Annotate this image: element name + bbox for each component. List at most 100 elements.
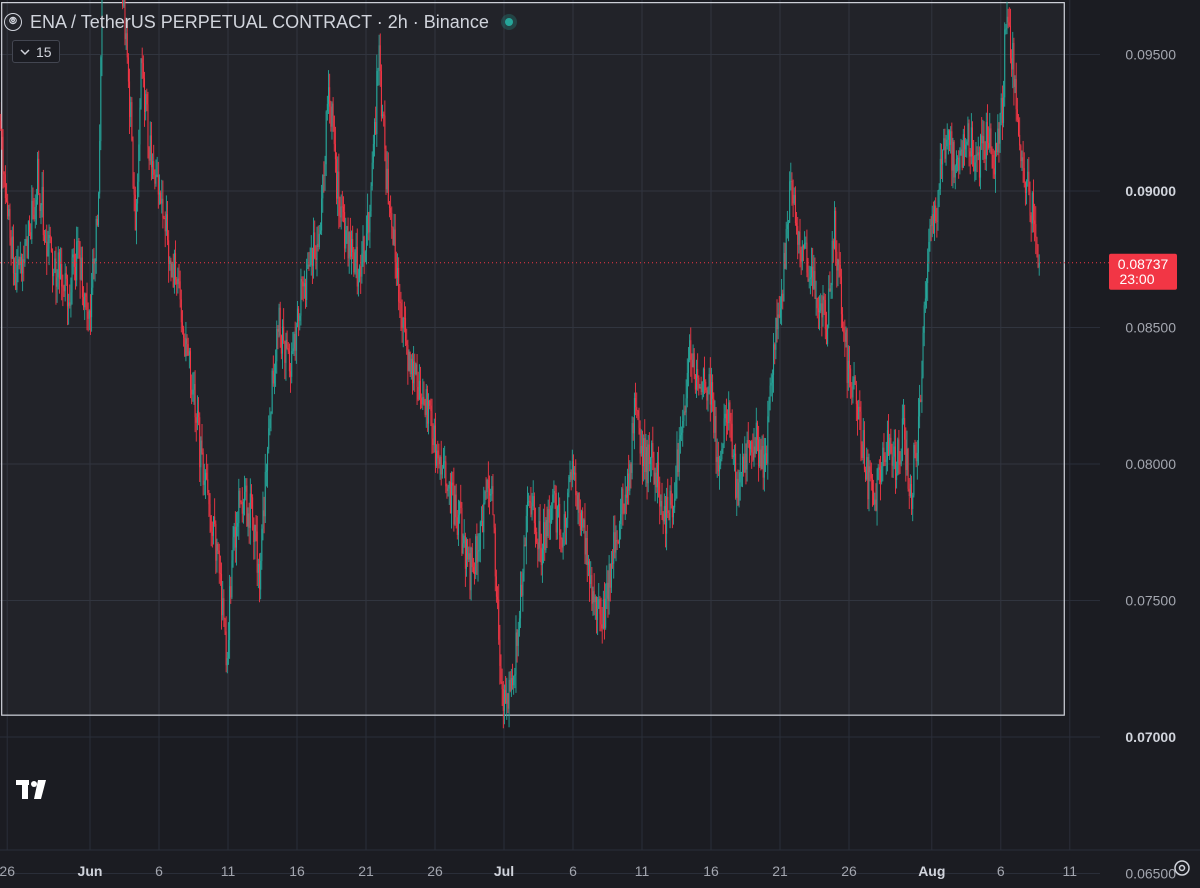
candle-body <box>57 252 59 278</box>
candle-body <box>223 598 225 619</box>
candle-body <box>736 478 738 498</box>
candle-body <box>724 413 726 419</box>
candle-body <box>967 123 969 142</box>
candle-body <box>714 415 716 433</box>
candle-body <box>900 460 902 465</box>
candle-body <box>88 310 90 319</box>
candle-body <box>224 618 226 632</box>
candle-body <box>124 0 126 40</box>
candle-body <box>988 143 990 148</box>
candle-body <box>440 456 442 475</box>
candle-body <box>976 154 978 156</box>
candle-body <box>75 266 77 281</box>
candle-body <box>255 524 257 532</box>
candle-body <box>459 501 461 515</box>
candle-body <box>901 418 903 461</box>
candle-body <box>432 438 434 446</box>
gear-icon[interactable] <box>1172 858 1192 878</box>
candle-body <box>1003 97 1005 123</box>
candle-body <box>716 457 718 462</box>
candle-body <box>323 174 325 176</box>
candle-body <box>798 231 800 245</box>
candle-body <box>545 520 547 551</box>
candle-body <box>405 318 407 341</box>
candle-body <box>196 410 198 423</box>
candle-body <box>558 504 560 507</box>
candle-body <box>273 373 275 384</box>
candle-body <box>815 297 817 299</box>
candle-body <box>229 586 231 640</box>
candle-body <box>631 423 633 473</box>
candle-body <box>403 317 405 319</box>
candle-body <box>142 63 144 79</box>
candle-body <box>766 453 768 464</box>
candle-body <box>579 512 581 530</box>
candle-body <box>698 377 700 389</box>
candle-body <box>347 226 349 259</box>
candle-body <box>708 374 710 387</box>
range-box-rect[interactable] <box>1 2 1065 716</box>
candle-body <box>937 190 939 222</box>
candle-body <box>211 531 213 536</box>
exchange-symbol-icon[interactable]: ⦾ <box>4 13 22 31</box>
candle-body <box>153 161 155 175</box>
candle-body <box>402 317 404 329</box>
candle-body <box>99 141 101 194</box>
candle-body <box>567 492 569 519</box>
candle-body <box>177 278 179 285</box>
candle-body <box>489 488 491 496</box>
candle-body <box>349 232 351 257</box>
candle-body <box>86 296 88 312</box>
candle-body <box>398 267 400 302</box>
candle-body <box>285 339 287 363</box>
price-axis[interactable]: 0.120000.115000.110000.105000.100000.095… <box>1125 0 1176 882</box>
candle-body <box>556 506 558 533</box>
candle-body <box>681 432 683 436</box>
candle-body <box>524 544 526 547</box>
candle-body <box>338 171 340 216</box>
x-tick-label: 21 <box>772 863 788 879</box>
market-open-dot-icon <box>500 14 517 30</box>
indicators-toggle[interactable]: 15 <box>12 40 60 63</box>
candle-body <box>175 253 177 280</box>
candle-body <box>147 104 149 148</box>
symbol-title[interactable]: ENA / TetherUS PERPETUAL CONTRACT · 2h ·… <box>30 11 489 32</box>
candle-body <box>769 385 771 404</box>
candle-body <box>636 407 638 411</box>
candle-body <box>165 214 167 232</box>
candle-body <box>453 485 455 525</box>
candle-body <box>571 461 573 480</box>
candle-body <box>436 450 438 466</box>
candle-body <box>284 340 286 363</box>
candle-body <box>913 444 915 496</box>
candle-body <box>98 193 100 225</box>
candle-body <box>460 501 462 508</box>
candle-body <box>686 372 688 399</box>
candle-body <box>921 376 923 402</box>
candle-body <box>553 490 555 495</box>
candle-body <box>434 425 436 466</box>
candle-body <box>509 679 511 691</box>
candle-body <box>253 517 255 542</box>
candle-body <box>417 386 419 400</box>
candle-body <box>299 315 301 321</box>
candle-body <box>508 679 510 709</box>
candle-body <box>606 582 608 599</box>
candle-body <box>351 238 353 257</box>
candle-body <box>633 397 635 434</box>
candle-body <box>367 212 369 234</box>
candle-body <box>530 502 532 515</box>
candle-body <box>886 430 888 460</box>
candle-body <box>544 522 546 551</box>
candle-body <box>662 513 664 522</box>
candle-body <box>1011 58 1013 70</box>
candle-body <box>410 358 412 375</box>
range-box[interactable] <box>1 2 1065 716</box>
time-axis[interactable]: 26 Jun 6 11 16 21 26 Jul 6 11 16 21 26 Aug 6 11 <box>0 849 1200 879</box>
tradingview-logo-icon[interactable] <box>16 780 50 800</box>
candle-body <box>673 507 675 518</box>
candle-body <box>1034 220 1036 225</box>
candle-body <box>751 441 753 453</box>
candle-body <box>682 420 684 433</box>
